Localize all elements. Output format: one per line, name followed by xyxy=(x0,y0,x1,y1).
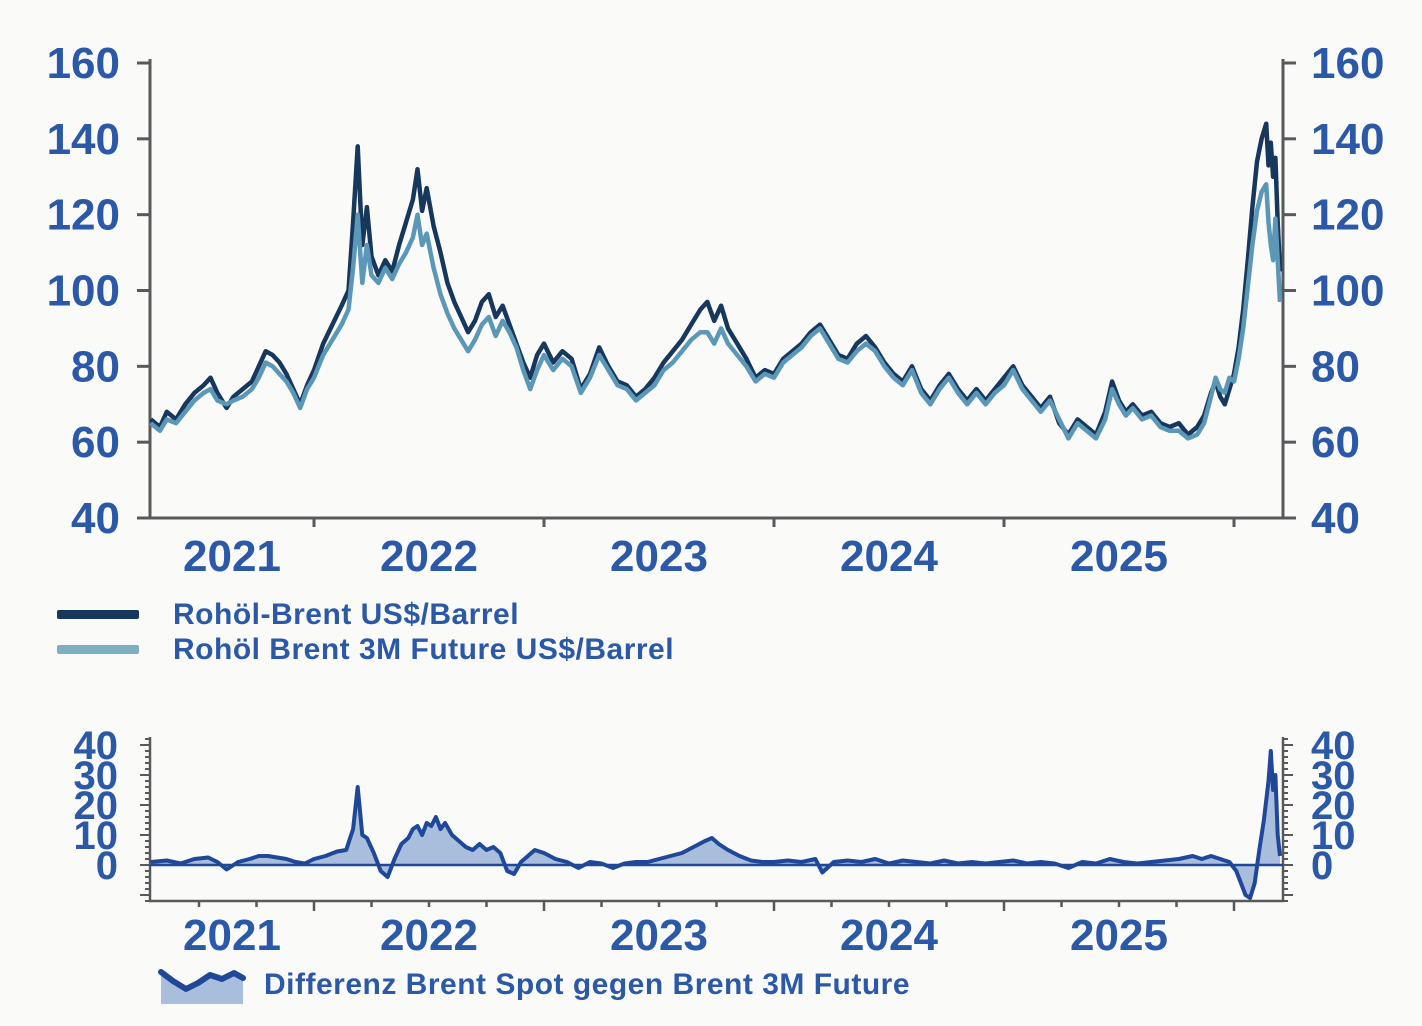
y-axis-tick-label: 80 xyxy=(71,342,120,391)
spot-line-swatch-icon xyxy=(57,610,139,619)
y-axis-tick-label: 120 xyxy=(47,191,120,240)
diff-series-line xyxy=(150,749,1282,900)
spot-series-line xyxy=(149,121,1283,437)
legend-row-spot: Rohöl-Brent US$/Barrel xyxy=(57,597,674,632)
y-axis-tick-label: 40 xyxy=(1311,494,1360,543)
future-series-line xyxy=(149,182,1283,441)
x-axis-year-label: 2023 xyxy=(610,532,708,581)
y-axis-tick-label: 60 xyxy=(71,418,120,467)
y-axis-tick-label: 10 xyxy=(74,814,119,858)
y-axis-tick-label: 40 xyxy=(1311,724,1356,768)
spot-legend-label: Rohöl-Brent US$/Barrel xyxy=(173,597,520,631)
x-axis-year-label: 2025 xyxy=(1070,532,1168,581)
y-axis-tick-label: 20 xyxy=(74,784,119,828)
future-legend-label: Rohöl Brent 3M Future US$/Barrel xyxy=(173,632,675,666)
future-line-swatch-icon xyxy=(57,645,139,654)
area-chart-swatch-icon xyxy=(158,969,246,1004)
y-axis-tick-label: 10 xyxy=(1311,814,1356,858)
x-axis-year-label: 2022 xyxy=(380,911,478,960)
legend-row-future: Rohöl Brent 3M Future US$/Barrel xyxy=(57,632,674,667)
diff-legend-label: Differenz Brent Spot gegen Brent 3M Futu… xyxy=(264,968,911,1001)
y-axis-tick-label: 80 xyxy=(1311,342,1360,391)
diff-series-area xyxy=(150,751,1281,898)
y-axis-tick-label: 60 xyxy=(1311,418,1360,467)
x-axis-year-label: 2021 xyxy=(183,911,281,960)
y-axis-tick-label: 140 xyxy=(1311,115,1384,164)
x-axis-year-label: 2024 xyxy=(840,911,938,960)
y-axis-tick-label: 30 xyxy=(1311,754,1356,798)
y-axis-tick-label: 30 xyxy=(74,754,119,798)
y-axis-tick-label: 0 xyxy=(1311,844,1333,888)
y-axis-tick-label: 120 xyxy=(1311,191,1384,240)
y-axis-tick-label: 40 xyxy=(71,494,120,543)
x-axis-year-label: 2021 xyxy=(183,532,281,581)
difference-chart-legend: Differenz Brent Spot gegen Brent 3M Futu… xyxy=(158,962,910,1008)
y-axis-tick-label: 100 xyxy=(47,267,120,316)
y-axis-tick-label: 160 xyxy=(47,39,120,88)
y-axis-tick-label: 40 xyxy=(74,724,119,768)
x-axis-year-label: 2023 xyxy=(610,911,708,960)
price-chart-legend: Rohöl-Brent US$/Barrel Rohöl Brent 3M Fu… xyxy=(57,597,674,667)
x-axis-year-label: 2024 xyxy=(840,532,938,581)
y-axis-tick-label: 140 xyxy=(47,115,120,164)
y-axis-tick-label: 20 xyxy=(1311,784,1356,828)
y-axis-tick-label: 100 xyxy=(1311,267,1384,316)
y-axis-tick-label: 0 xyxy=(96,844,118,888)
y-axis-tick-label: 160 xyxy=(1311,39,1384,88)
x-axis-year-label: 2025 xyxy=(1070,911,1168,960)
x-axis-year-label: 2022 xyxy=(380,532,478,581)
